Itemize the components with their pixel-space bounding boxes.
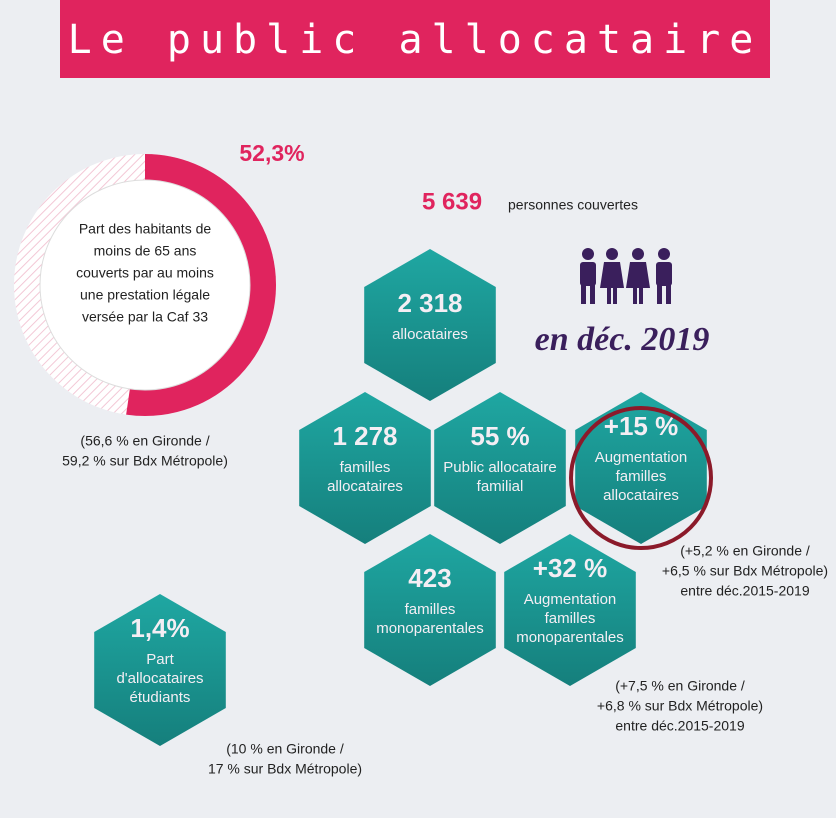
hex-note: (10 % en Gironde / bbox=[226, 741, 344, 757]
hex-label: monoparentales bbox=[516, 629, 624, 646]
persons-number: 5 639 bbox=[422, 188, 482, 215]
hexagon bbox=[364, 534, 496, 686]
hex-label: Augmentation bbox=[595, 449, 688, 466]
donut-description: couverts par au moins bbox=[76, 265, 214, 281]
hex-label: monoparentales bbox=[376, 620, 484, 637]
hex-note: +6,5 % sur Bdx Métropole) bbox=[662, 563, 828, 579]
hexagon bbox=[504, 534, 636, 686]
people-icon bbox=[580, 248, 672, 304]
hex-label: Augmentation bbox=[524, 591, 617, 608]
hex-label: étudiants bbox=[130, 689, 191, 706]
hex-label: d'allocataires bbox=[116, 670, 203, 687]
hex-label: familles bbox=[405, 601, 456, 618]
hex-value: 2 318 bbox=[397, 288, 462, 318]
donut-description: Part des habitants de bbox=[79, 221, 212, 237]
hex-label: allocataires bbox=[392, 326, 468, 343]
hexagon bbox=[299, 392, 431, 544]
date: en déc. 2019 bbox=[535, 321, 710, 358]
hexagon bbox=[364, 249, 496, 401]
hex-note: entre déc.2015-2019 bbox=[680, 583, 809, 599]
hex-note: +6,8 % sur Bdx Métropole) bbox=[597, 698, 763, 714]
hex-value: 55 % bbox=[470, 421, 529, 451]
highlight-circle bbox=[569, 406, 713, 550]
hex-value: 1,4% bbox=[130, 613, 189, 643]
hex-value: 1 278 bbox=[332, 421, 397, 451]
donut-description: une prestation légale bbox=[80, 287, 210, 303]
hexagon bbox=[94, 594, 226, 746]
hex-value: +32 % bbox=[533, 553, 607, 583]
title-banner bbox=[60, 0, 770, 78]
persons-text: personnes couvertes bbox=[508, 197, 638, 213]
donut-arc bbox=[126, 154, 276, 416]
hex-label: familles bbox=[616, 468, 667, 485]
donut-description: versée par la Caf 33 bbox=[82, 309, 208, 325]
hex-label: familial bbox=[477, 478, 524, 495]
hex-label: Public allocataire bbox=[443, 459, 556, 476]
donut-description: moins de 65 ans bbox=[94, 243, 197, 259]
hex-label: Part bbox=[146, 651, 174, 668]
hex-note: (+5,2 % en Gironde / bbox=[680, 543, 810, 559]
hex-label: allocataires bbox=[603, 487, 679, 504]
hex-value: 423 bbox=[408, 563, 451, 593]
hex-label: allocataires bbox=[327, 478, 403, 495]
donut-label: 52,3% bbox=[239, 140, 304, 166]
title: Le public allocataire bbox=[68, 17, 763, 63]
hex-note: 17 % sur Bdx Métropole) bbox=[208, 761, 362, 777]
hex-label: familles bbox=[340, 459, 391, 476]
hex-label: familles bbox=[545, 610, 596, 627]
donut-note: 59,2 % sur Bdx Métropole) bbox=[62, 453, 228, 469]
donut-note: (56,6 % en Gironde / bbox=[80, 433, 209, 449]
donut-center bbox=[39, 179, 251, 391]
hex-note: entre déc.2015-2019 bbox=[615, 718, 744, 734]
hexagon bbox=[434, 392, 566, 544]
hexagon bbox=[575, 392, 707, 544]
hex-note: (+7,5 % en Gironde / bbox=[615, 678, 745, 694]
hex-value: +15 % bbox=[604, 411, 678, 441]
